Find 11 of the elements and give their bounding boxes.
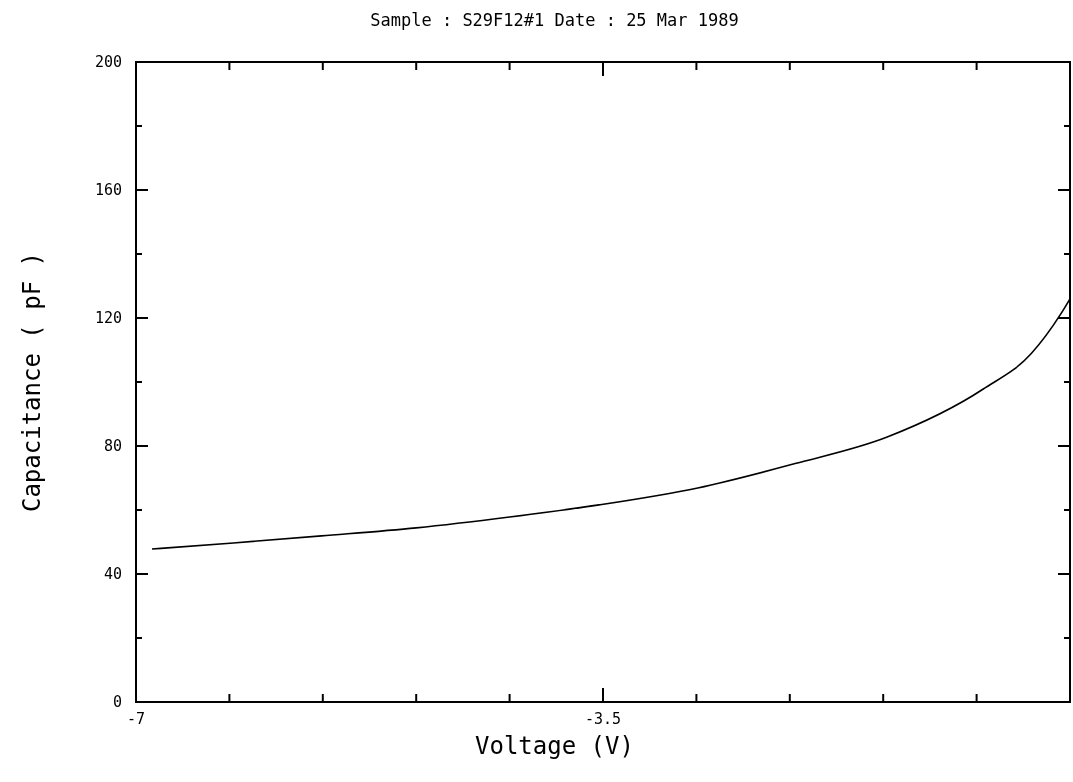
- y-tick-label: 200: [94, 53, 122, 72]
- y-axis-title: Capacitance ( pF ): [18, 251, 46, 513]
- x-axis-title: Voltage (V): [475, 732, 634, 760]
- y-tick-label: 0: [112, 693, 122, 712]
- y-tick-label: 120: [94, 309, 122, 328]
- x-tick-label: -7: [126, 710, 146, 728]
- y-tick-label: 80: [103, 437, 122, 456]
- x-tick-label: -3.5: [584, 710, 622, 728]
- y-tick-label: 40: [103, 565, 122, 584]
- y-tick-label: 160: [94, 181, 122, 200]
- chart-title: Sample : S29F12#1 Date : 25 Mar 1989: [370, 10, 739, 30]
